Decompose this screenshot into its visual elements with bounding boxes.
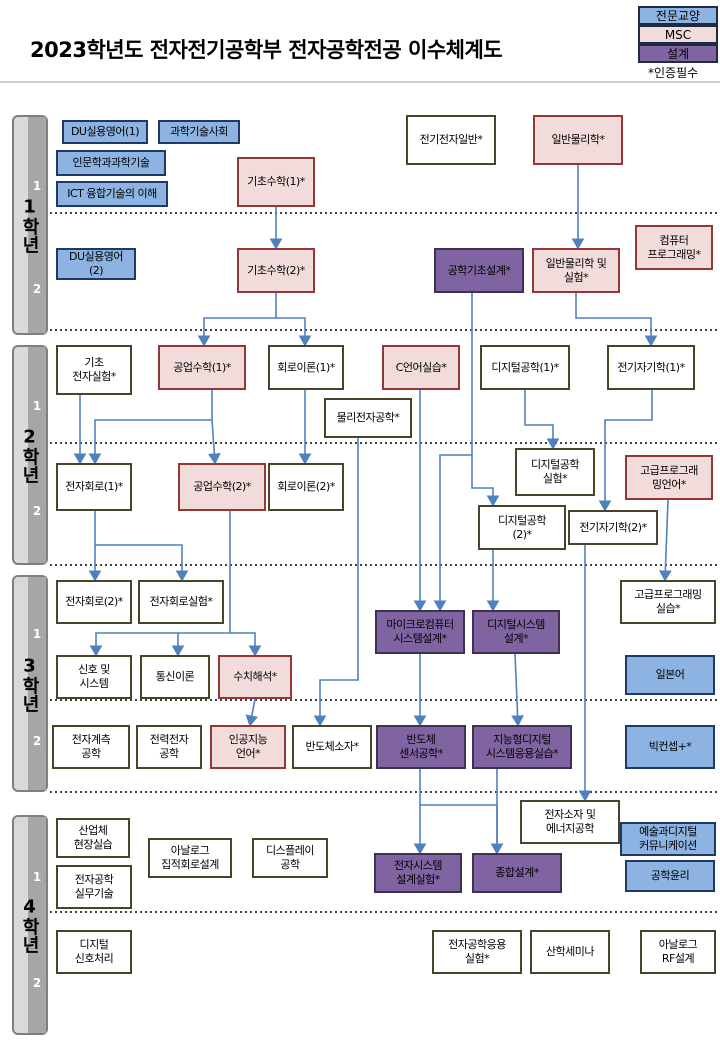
course: 전자소자 및 에너지공학 (520, 800, 620, 844)
course: 회로이론(2)* (268, 463, 344, 511)
course: 디지털공학 실험* (515, 448, 595, 496)
semester-label: 1 (32, 399, 42, 413)
connector (230, 632, 262, 657)
year-label: 3학년 (19, 655, 40, 712)
connector (420, 804, 504, 855)
course: 지능형디지털 시스템응용실습* (472, 725, 572, 769)
year-bar: 4학년 1 2 (12, 815, 48, 1035)
connector (524, 390, 560, 450)
course: 반도체 센서공학* (376, 725, 466, 769)
course: 과학기술사회 (158, 120, 240, 144)
course: 신호 및 시스템 (56, 655, 132, 699)
title: 2023학년도 전자전기공학부 전자공학전공 이수체계도 (30, 38, 503, 62)
course: 인문학과과학기술 (56, 150, 166, 176)
course: 빅컨셉+* (625, 725, 715, 769)
course: 산학세미나 (530, 930, 610, 974)
course: 마이크로컴퓨터 시스템설계* (375, 610, 465, 654)
course: 공업수학(1)* (158, 345, 246, 390)
course: DU실용영어 (2) (56, 248, 136, 280)
year-bar: 2학년 1 2 (12, 345, 48, 565)
connector (598, 390, 653, 512)
connector (197, 293, 277, 347)
course: 공학윤리 (625, 860, 715, 892)
course: 전자회로(2)* (56, 580, 132, 624)
semester-label: 1 (32, 870, 42, 884)
semester-label: 1 (32, 179, 42, 193)
connector (276, 317, 312, 347)
year-bar: 3학년 1 2 (12, 575, 48, 792)
connector (575, 293, 658, 347)
course: 디지털공학 (2)* (478, 505, 566, 550)
semester-label: 2 (32, 504, 42, 518)
year-label: 4학년 (19, 896, 40, 954)
course: 예술과디지털 커뮤니케이션 (620, 822, 716, 856)
course: 디지털공학(1)* (480, 345, 570, 390)
course: 공업수학(2)* (178, 463, 266, 511)
course: 고급프로그래밍 실습* (620, 580, 716, 624)
course: 디스플레이 공학 (252, 838, 328, 878)
course: 전자회로실험* (138, 580, 224, 624)
course: 고급프로그래 밍언어* (625, 455, 713, 500)
course: 반도체소자* (292, 725, 372, 769)
connector (511, 653, 524, 727)
course: 기초 전자실험* (56, 345, 132, 395)
semester-column (28, 117, 46, 333)
legend-msc: MSC (638, 25, 718, 44)
year-bar: 1학년 1 2 (12, 115, 48, 335)
course: 전기전자일반* (406, 115, 496, 165)
connector (88, 390, 213, 465)
course: 전자공학응용 실험* (432, 930, 522, 974)
connector (89, 511, 231, 657)
note: *인증필수 (648, 66, 699, 80)
course: 디지털시스템 설계* (472, 610, 560, 654)
course: 전력전자 공학 (136, 725, 202, 769)
connector (433, 454, 472, 612)
year-label: 1학년 (19, 196, 40, 254)
course: 회로이론(1)* (268, 345, 344, 390)
course: 일반물리학 및 실험* (532, 248, 620, 293)
course: 일반물리학* (533, 115, 623, 165)
course: 전자회로(1)* (56, 463, 132, 511)
connector (658, 499, 672, 582)
course: 아날로그 RF설계 (640, 930, 716, 974)
course: 종합설계* (472, 853, 562, 893)
semester-label: 2 (32, 734, 42, 748)
course: 물리전자공학* (324, 398, 412, 438)
course: 전자계측 공학 (52, 725, 130, 769)
course: ICT 융합기술의 이해 (56, 181, 168, 207)
connector (207, 419, 221, 465)
course: C언어실습* (382, 345, 460, 390)
course: 수치해석* (218, 655, 292, 699)
course: 공학기초설계* (434, 248, 524, 293)
course: 인공지능 언어* (210, 725, 286, 769)
connector (313, 438, 359, 727)
course: 통신이론 (140, 655, 210, 699)
course: 기초수학(2)* (237, 248, 315, 293)
course: 디지털 신호처리 (56, 930, 132, 974)
course: 기초수학(1)* (237, 157, 315, 207)
course: 일본어 (625, 655, 715, 695)
course: 전기자기학(1)* (607, 345, 695, 390)
semester-label: 2 (32, 282, 42, 296)
course: 전기자기학(2)* (568, 510, 658, 545)
course: 아날로그 집적회로설계 (148, 838, 232, 878)
semester-label: 2 (32, 976, 42, 990)
course: 산업체 현장실습 (56, 818, 130, 858)
course: 전자공학 실무기술 (56, 865, 132, 909)
semester-column (28, 817, 46, 1033)
legend-design: 설계 (638, 44, 718, 63)
semester-column (28, 347, 46, 563)
semester-label: 1 (32, 627, 42, 641)
connector (95, 544, 189, 582)
course: 컴퓨터 프로그래밍* (635, 225, 713, 270)
connector (245, 698, 259, 727)
connector (471, 293, 500, 507)
legend-general: 전문교양 (638, 6, 718, 25)
course: 전자시스템 설계실험* (374, 853, 462, 893)
semester-column (28, 577, 46, 790)
course: DU실용영어(1) (62, 120, 148, 144)
year-label: 2학년 (19, 426, 40, 484)
